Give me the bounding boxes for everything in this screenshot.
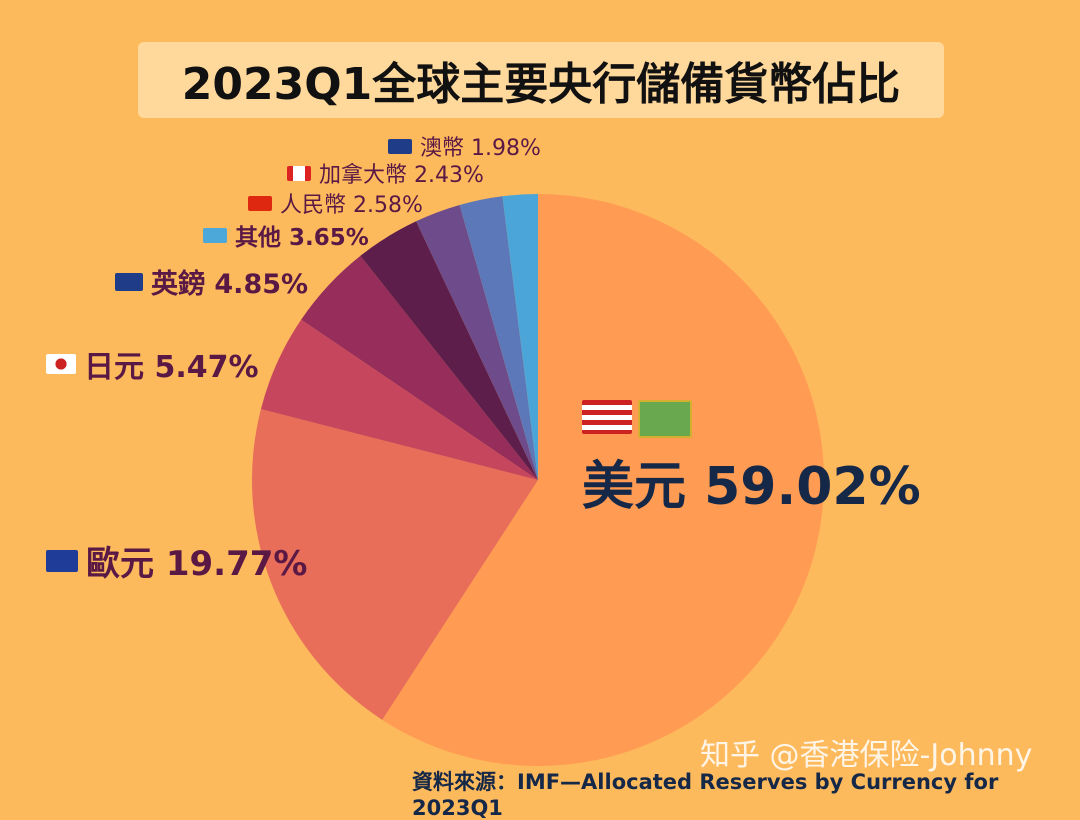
uk-flag-icon [115,272,143,291]
jp-flag-icon [46,354,76,374]
dollar-banknote-icon [638,400,692,438]
pie-slice-歐元 [251,409,538,720]
label-text: 歐元 19.77% [86,544,308,584]
pie-slice-美元 [382,194,824,766]
pie-slice-英鎊 [301,255,538,480]
label-text: 人民幣 2.58% [280,193,423,218]
label-text: 美元 59.02% [582,457,921,517]
label-jpy: 日元 5.47% [46,342,259,386]
source-note: 資料來源：IMF—Allocated Reserves by Currency … [412,770,999,820]
label-text: 英鎊 4.85% [151,269,309,300]
pie-slice-加拿大幣 [459,196,538,481]
eu-flag-icon [46,549,78,572]
label-text: 澳幣 1.98% [420,136,541,161]
watermark: 知乎 @香港保险-Johnny [700,738,1033,773]
pie-slice-澳幣 [502,194,538,480]
au-flag-icon [388,138,412,154]
label-cad: 加拿大幣 2.43% [287,157,484,189]
pie-slice-人民幣 [416,204,538,480]
chart-title: 2023Q1全球主要央行儲備貨幣佔比 [138,42,944,118]
label-gbp: 英鎊 4.85% [115,262,308,301]
us-flag-icon [582,400,632,434]
cn-flag-icon [248,195,272,211]
pie-slice-日元 [260,319,538,480]
pie-slice-其他 [360,221,538,480]
label-aud: 澳幣 1.98% [388,130,541,162]
label-text: 日元 5.47% [84,350,259,385]
label-text: 加拿大幣 2.43% [319,163,484,188]
un-flag-icon [203,227,227,243]
label-eur: 歐元 19.77% [46,536,307,585]
label-cny: 人民幣 2.58% [248,187,423,219]
label-other: 其他 3.65% [203,218,369,252]
label-usd: 美元 59.02% [582,400,921,519]
label-text: 其他 3.65% [235,225,369,251]
ca-flag-icon [287,165,311,181]
